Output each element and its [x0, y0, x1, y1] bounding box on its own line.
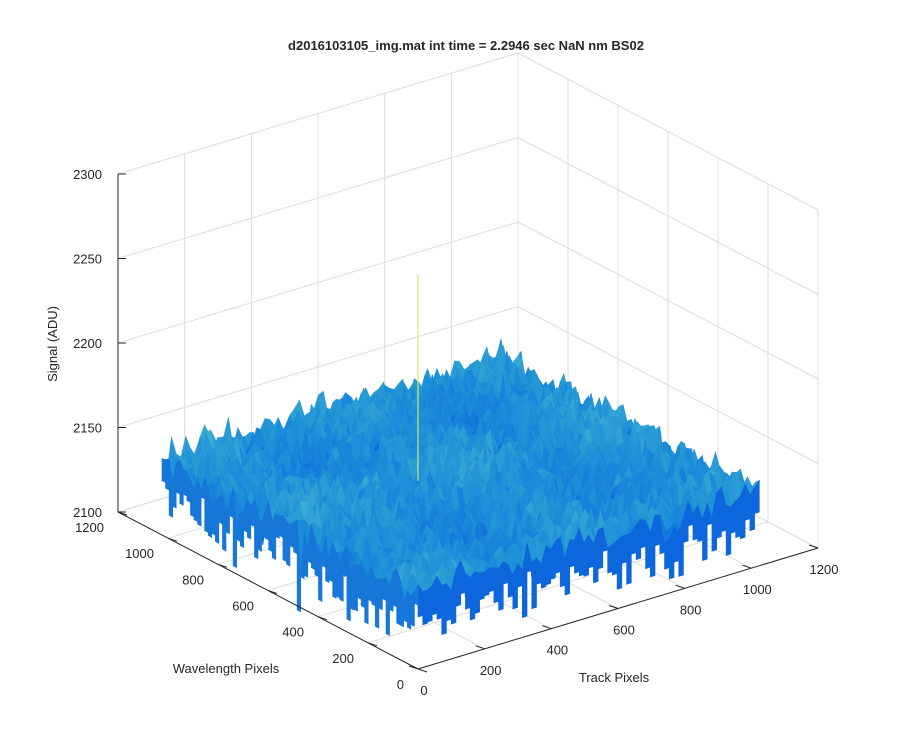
surface-plot: 0200400600800100012000200400600800100012… [0, 0, 900, 750]
